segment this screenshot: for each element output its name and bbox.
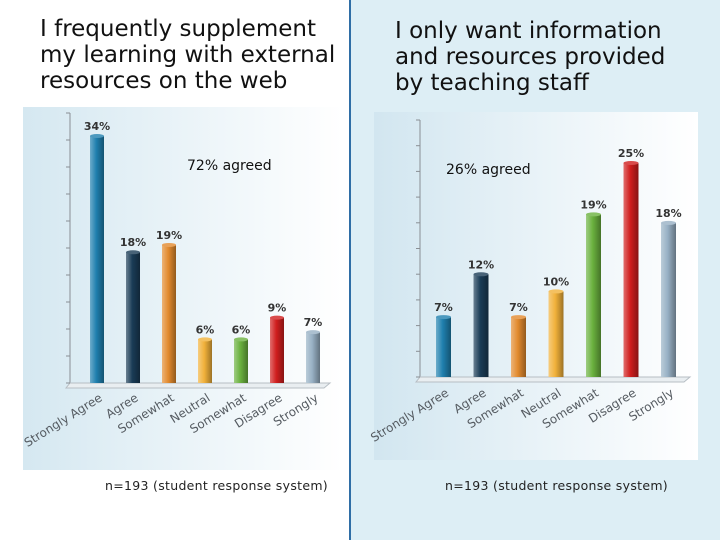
bar-cap-left-4 xyxy=(234,337,248,342)
source-note-right: n=193 (student response system) xyxy=(445,478,668,493)
bar-cap-right-6 xyxy=(661,220,676,225)
data-label-right-6: 18% xyxy=(655,207,681,220)
category-label-left-0: Strongly Agree xyxy=(22,391,105,450)
bar-cap-left-6 xyxy=(306,330,320,335)
bar-cap-right-3 xyxy=(548,289,564,294)
bar-right-3 xyxy=(548,291,564,377)
bar-cap-left-0 xyxy=(90,134,104,138)
data-label-right-3: 10% xyxy=(543,275,569,288)
data-label-right-0: 7% xyxy=(434,301,453,314)
x-axis-floor-right xyxy=(414,376,692,383)
data-label-left-0: 34% xyxy=(84,120,110,133)
bar-cap-right-4 xyxy=(586,212,601,217)
agreed-annotation-left: 72% agreed xyxy=(187,158,272,174)
data-label-left-6: 7% xyxy=(304,316,323,329)
data-label-right-4: 19% xyxy=(580,198,606,211)
plot-area-left xyxy=(23,107,343,470)
data-label-right-2: 7% xyxy=(509,301,528,314)
bar-right-2 xyxy=(511,317,526,377)
bar-left-2 xyxy=(162,244,176,383)
bar-right-6 xyxy=(661,222,676,377)
bar-left-4 xyxy=(234,339,248,383)
data-label-left-1: 18% xyxy=(120,236,146,249)
bar-left-3 xyxy=(198,339,212,383)
bar-cap-left-2 xyxy=(162,242,176,247)
bar-right-4 xyxy=(586,214,601,377)
agreed-annotation-right: 26% agreed xyxy=(446,162,531,178)
chart-title-left: I frequently supplement my learning with… xyxy=(40,16,336,94)
x-axis-floor-left xyxy=(64,382,332,389)
bar-cap-left-3 xyxy=(198,337,212,342)
bar-right-0 xyxy=(436,317,451,377)
bar-cap-right-2 xyxy=(511,315,526,320)
data-label-right-1: 12% xyxy=(468,258,494,271)
bar-cap-right-1 xyxy=(473,272,489,277)
data-label-left-4: 6% xyxy=(232,323,251,336)
bar-cap-left-5 xyxy=(270,315,284,320)
bar-left-0 xyxy=(90,136,104,383)
bar-cap-right-5 xyxy=(623,161,639,165)
chart-title-right: I only want information and resources pr… xyxy=(395,18,666,96)
plot-area-right xyxy=(374,112,698,460)
data-label-left-3: 6% xyxy=(196,323,215,336)
bar-cap-right-0 xyxy=(436,315,451,320)
bar-left-1 xyxy=(126,252,140,383)
data-label-left-2: 19% xyxy=(156,229,182,242)
bar-cap-left-1 xyxy=(126,250,140,255)
source-note-left: n=193 (student response system) xyxy=(105,478,328,493)
data-label-right-5: 25% xyxy=(618,147,644,160)
bar-right-5 xyxy=(623,163,639,377)
bar-right-1 xyxy=(473,274,489,377)
bar-left-6 xyxy=(306,332,320,383)
category-label-right-0: Strongly Agree xyxy=(368,386,451,445)
bar-left-5 xyxy=(270,317,284,383)
data-label-left-5: 9% xyxy=(268,302,287,315)
